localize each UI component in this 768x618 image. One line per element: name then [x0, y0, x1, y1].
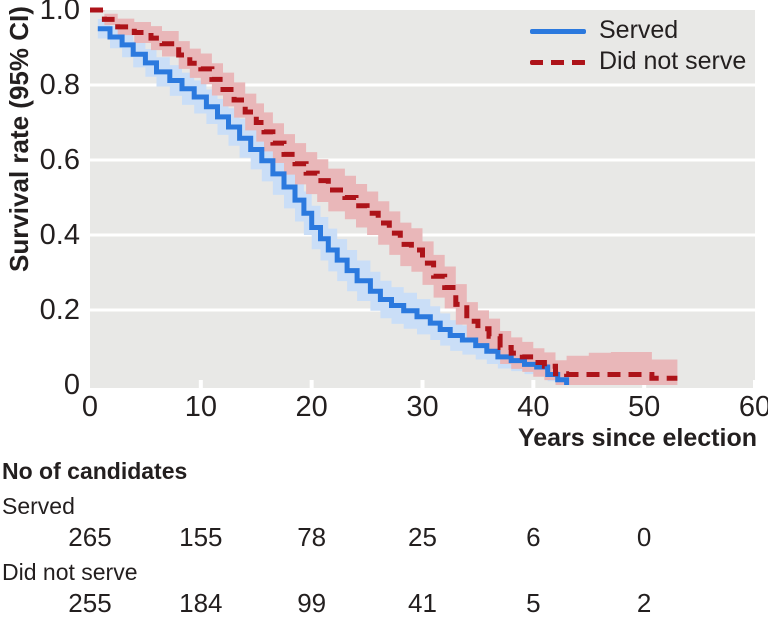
- risk-table-count: 155: [179, 522, 223, 552]
- risk-table-count: 6: [526, 522, 541, 552]
- risk-table-row-label-served: Served: [2, 493, 75, 519]
- risk-table-count: 184: [179, 588, 223, 618]
- legend-served-line-swatch: [530, 29, 586, 34]
- did-not-serve-ci-band: [90, 10, 678, 385]
- risk-table-count: 265: [68, 522, 112, 552]
- y-tick-label: 1.0: [39, 0, 80, 26]
- x-tick-label: 20: [295, 391, 328, 423]
- x-tick-label: 0: [81, 391, 99, 423]
- x-tick-label: 30: [406, 391, 439, 423]
- x-tick-label: 40: [517, 391, 550, 423]
- x-axis-title: Years since election: [517, 424, 757, 452]
- served-curve: [97, 26, 570, 385]
- y-tick-label: 0.2: [39, 294, 80, 326]
- x-tick-label: 50: [628, 391, 661, 423]
- risk-table-row-label-did-not-serve: Did not serve: [2, 559, 138, 585]
- legend-served-label: Served: [599, 16, 679, 44]
- y-tick-label: 0.4: [39, 219, 80, 251]
- risk-table-count: 78: [297, 522, 327, 552]
- legend-did-not-serve-label: Did not serve: [599, 47, 747, 75]
- risk-table-title: No of candidates: [2, 458, 188, 484]
- risk-table-count: 25: [408, 522, 437, 552]
- x-tick-label: 10: [184, 391, 217, 423]
- risk-table-count: 0: [636, 522, 652, 552]
- x-tick-label: 60: [738, 391, 768, 423]
- risk-table-count: 41: [408, 588, 437, 618]
- survival-chart-svg: [90, 7, 757, 388]
- y-tick-label: 0: [63, 369, 80, 401]
- risk-table-count: 5: [526, 588, 541, 618]
- risk-table-count: 2: [636, 588, 652, 618]
- legend-did-not-serve-dash-swatch: [530, 60, 586, 65]
- risk-table-count: 255: [68, 588, 112, 618]
- y-tick-label: 0.8: [39, 69, 80, 101]
- risk-table-count: 99: [297, 588, 327, 618]
- y-tick-label: 0.6: [39, 144, 80, 176]
